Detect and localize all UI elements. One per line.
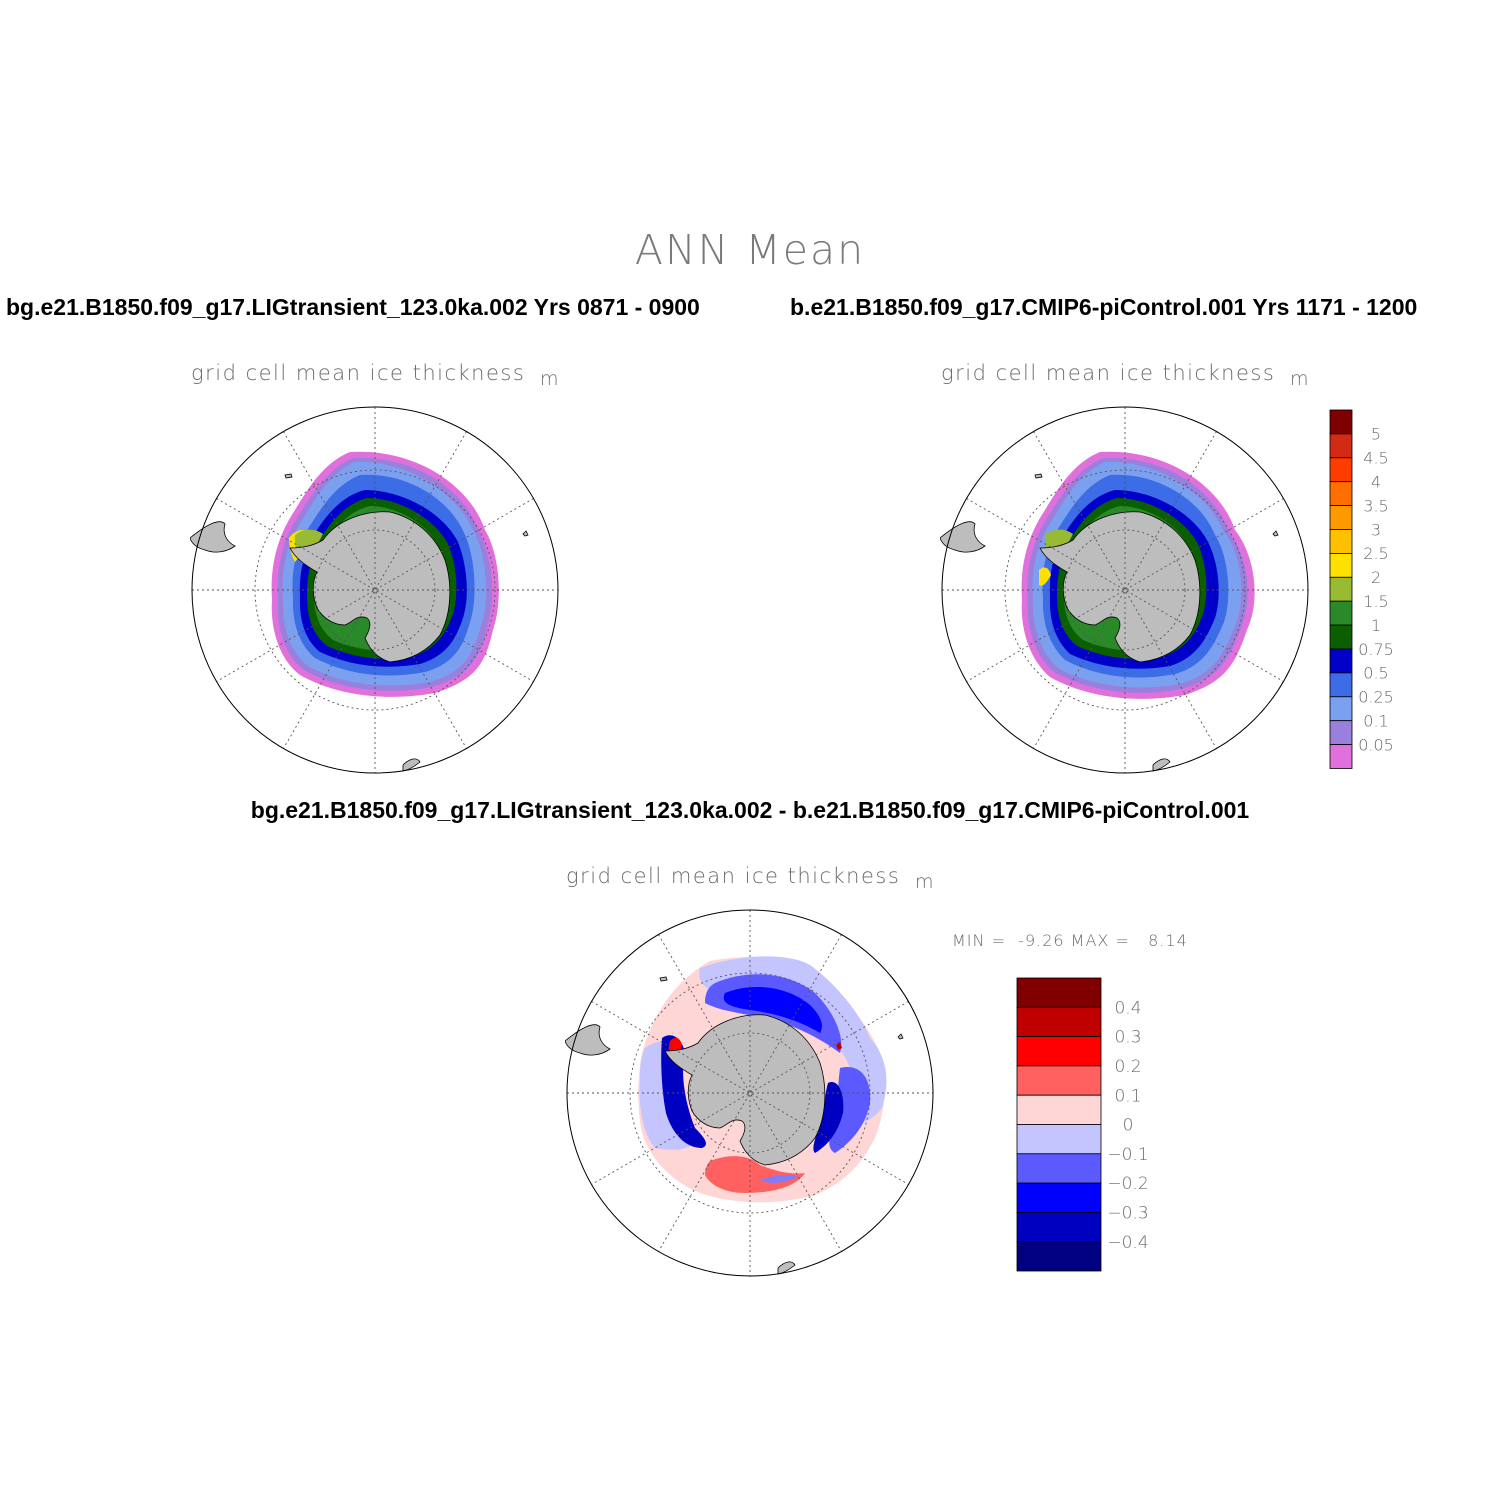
colorbar-swatch	[1016, 1036, 1102, 1067]
colorbar-tick-label: 5	[1371, 425, 1381, 444]
ice-band-25	[1039, 567, 1051, 586]
island-speck-nw	[659, 976, 668, 982]
colorbar-swatch	[1329, 505, 1353, 530]
map-boundary	[941, 406, 1309, 774]
left-case-title: bg.e21.B1850.f09_g17.LIGtransient_123.0k…	[6, 294, 700, 320]
colorbar-swatch	[1016, 1065, 1102, 1096]
difference-polar-map	[565, 909, 934, 1277]
diff-deepblue-east	[813, 1082, 844, 1153]
diff-unit-label: m	[915, 871, 934, 893]
colorbar-swatch	[1329, 600, 1353, 626]
colorbar-tick-label: 0.05	[1358, 735, 1394, 754]
max-label: MAX =	[1064, 931, 1136, 950]
map-boundary	[191, 406, 559, 774]
antarctica-landmass	[664, 1014, 826, 1166]
antarctica-landmass	[289, 511, 451, 663]
island-speck-ne	[522, 530, 529, 537]
colorbar-swatch	[1329, 529, 1353, 554]
min-value: -9.26	[1018, 931, 1065, 950]
island-speck-ne	[1272, 530, 1279, 537]
colorbar-swatch	[1329, 744, 1353, 769]
colorbar-labels: 5 4.5 4 3.5 3 2.5 2 1.5 1 0.75 0.5 0.25 0.1 0.05	[1358, 425, 1394, 755]
colorbar-tick-label: 0.1	[1363, 711, 1388, 730]
colorbar-tick-label: 1	[1371, 616, 1381, 635]
right-unit-label: m	[1290, 368, 1309, 390]
diff-deepblue-north	[723, 986, 822, 1033]
diff-red-south	[705, 1156, 805, 1193]
colorbar-swatch	[1329, 672, 1353, 698]
colorbar-tick-label: 2.5	[1363, 544, 1388, 563]
colorbar-tick-label: 4.5	[1363, 449, 1388, 468]
right-variable-title: grid cell mean ice thickness	[941, 361, 1276, 385]
colorbar-swatch	[1329, 720, 1353, 746]
left-polar-map	[190, 406, 559, 774]
south-america-landmass	[190, 521, 236, 553]
colorbar-tick-label: 3.5	[1363, 496, 1388, 515]
colorbar-tick-label: 4	[1371, 472, 1381, 491]
colorbar-swatch	[1016, 1182, 1102, 1213]
colorbar-swatch	[1016, 1094, 1102, 1125]
antarctica-landmass	[1039, 511, 1201, 663]
colorbar-swatch	[1329, 696, 1353, 722]
colorbar-tick-label: −0.2	[1107, 1174, 1148, 1194]
right-case-title: b.e21.B1850.f09_g17.CMIP6-piControl.001 …	[790, 294, 1418, 320]
island-speck-nw	[1034, 473, 1043, 479]
min-max-readout: MIN = -9.26 MAX = 8.14	[952, 931, 1188, 950]
colorbar-tick-label: 0.25	[1358, 688, 1394, 707]
south-america-landmass	[940, 521, 986, 553]
colorbar-swatch	[1329, 576, 1353, 602]
south-america-landmass	[565, 1024, 611, 1056]
colorbar-tick-label: −0.1	[1107, 1145, 1148, 1165]
colorbar-labels: 0.4 0.3 0.2 0.1 0 −0.1 −0.2 −0.3 −0.4	[1107, 998, 1148, 1252]
ice-thickness-colorbar: 5 4.5 4 3.5 3 2.5 2 1.5 1 0.75 0.5 0.25 0.1 0.05	[1329, 409, 1394, 769]
colorbar-tick-label: 0.3	[1114, 1028, 1141, 1048]
colorbar-swatch	[1329, 648, 1353, 674]
min-label: MIN =	[952, 931, 1013, 950]
colorbar-swatch	[1016, 1241, 1102, 1272]
colorbar-swatch	[1016, 977, 1102, 1008]
colorbar-tick-label: 0.5	[1363, 664, 1388, 683]
diff-variable-title: grid cell mean ice thickness	[566, 864, 901, 888]
colorbar-swatch	[1329, 457, 1353, 483]
colorbar-swatch	[1329, 409, 1353, 435]
diff-deepblue-west	[661, 1035, 706, 1148]
map-graticule	[192, 407, 558, 773]
colorbar-swatch	[1329, 552, 1353, 578]
left-variable-title: grid cell mean ice thickness	[191, 361, 526, 385]
colorbar-tick-label: 0.4	[1114, 998, 1141, 1018]
diff-case-title: bg.e21.B1850.f09_g17.LIGtransient_123.0k…	[250, 797, 1250, 823]
difference-colorbar: 0.4 0.3 0.2 0.1 0 −0.1 −0.2 −0.3 −0.4	[1016, 977, 1149, 1272]
colorbar-tick-label: 3	[1371, 520, 1381, 539]
colorbar-tick-label: 1.5	[1363, 592, 1388, 611]
colorbar-swatch	[1016, 1211, 1102, 1243]
island-speck-nw	[284, 473, 293, 479]
colorbar-tick-label: 0.2	[1114, 1057, 1141, 1077]
diff-blue-streak-south	[760, 1174, 798, 1183]
colorbar-tick-label: −0.3	[1107, 1204, 1148, 1224]
colorbar-swatch	[1329, 433, 1353, 459]
colorbar-tick-label: 0	[1123, 1116, 1134, 1136]
map-boundary	[566, 909, 934, 1277]
colorbar-swatch	[1016, 1006, 1102, 1037]
map-graticule	[942, 407, 1308, 773]
island-speck-ne	[897, 1033, 904, 1040]
main-title: ANN Mean	[634, 226, 866, 274]
map-graticule	[567, 910, 933, 1276]
colorbar-swatch	[1329, 481, 1353, 506]
left-unit-label: m	[540, 368, 559, 390]
diff-darkred-speck	[836, 1042, 842, 1050]
colorbar-tick-label: 2	[1371, 568, 1381, 587]
diff-lightblue-north	[699, 956, 887, 1124]
colorbar-swatches	[1329, 409, 1353, 769]
colorbar-tick-label: 0.1	[1114, 1086, 1141, 1106]
colorbar-tick-label: −0.4	[1107, 1233, 1148, 1253]
colorbar-swatch	[1016, 1153, 1102, 1184]
colorbar-swatch	[1329, 624, 1353, 650]
right-polar-map	[940, 406, 1309, 774]
colorbar-swatch	[1016, 1124, 1102, 1155]
colorbar-swatches	[1016, 977, 1102, 1272]
max-value: 8.14	[1148, 931, 1188, 950]
colorbar-tick-label: 0.75	[1358, 640, 1394, 659]
